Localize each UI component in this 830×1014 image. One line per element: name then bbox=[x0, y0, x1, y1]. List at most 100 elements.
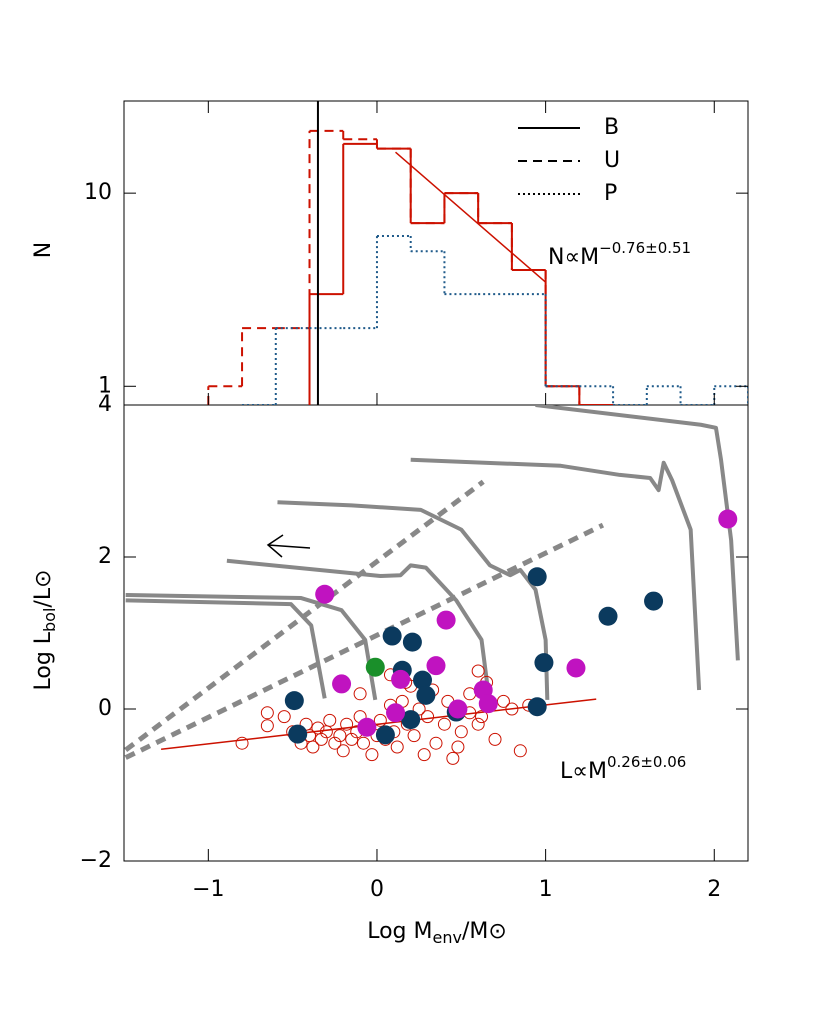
open-point bbox=[417, 748, 431, 762]
filled-point bbox=[284, 691, 304, 711]
open-point bbox=[235, 736, 249, 750]
label-part: bol bbox=[40, 608, 59, 632]
filled-point bbox=[386, 703, 406, 723]
open-point bbox=[306, 740, 320, 754]
filled-point bbox=[401, 710, 421, 730]
label-part: −0.76±0.51 bbox=[599, 239, 691, 257]
y-tick-label: 4 bbox=[98, 392, 112, 417]
filled-point bbox=[527, 697, 547, 717]
filled-point bbox=[416, 685, 436, 705]
open-point bbox=[437, 717, 451, 731]
x-tick-label: 0 bbox=[370, 877, 384, 902]
track bbox=[410, 457, 702, 691]
x-tick-label: 1 bbox=[539, 877, 553, 902]
x-tick-label: −1 bbox=[192, 877, 224, 902]
open-point bbox=[356, 736, 370, 750]
legend-label: B bbox=[604, 115, 619, 140]
bottom-plot bbox=[124, 405, 740, 765]
open-point bbox=[277, 710, 291, 724]
filled-point bbox=[357, 717, 377, 737]
open-point bbox=[451, 740, 465, 754]
y-tick-label: −2 bbox=[80, 848, 112, 873]
filled-point bbox=[598, 606, 618, 626]
track bbox=[226, 558, 492, 706]
track bbox=[125, 593, 378, 701]
open-point bbox=[260, 706, 274, 720]
open-point bbox=[373, 713, 387, 727]
open-point bbox=[505, 702, 519, 716]
open-point bbox=[365, 748, 379, 762]
filled-point bbox=[375, 725, 395, 745]
y-tick-label: 1 bbox=[98, 373, 112, 398]
filled-point bbox=[413, 670, 433, 690]
filled-point bbox=[288, 724, 308, 744]
y-axis-label: N bbox=[31, 242, 56, 258]
bottom-frame bbox=[123, 404, 749, 862]
label: L∝M0.26±0.06 bbox=[560, 753, 686, 785]
track bbox=[535, 405, 740, 661]
track bbox=[277, 500, 550, 700]
open-point bbox=[336, 744, 350, 758]
open-point bbox=[412, 702, 426, 716]
label-part: env bbox=[432, 928, 461, 947]
fit-line bbox=[395, 151, 547, 283]
filled-point bbox=[448, 699, 468, 719]
guide-line bbox=[124, 479, 485, 753]
filled-point bbox=[426, 656, 446, 676]
label-part: N∝M bbox=[548, 245, 599, 270]
open-point bbox=[471, 664, 485, 678]
filled-point bbox=[478, 694, 498, 714]
open-point bbox=[454, 725, 468, 739]
open-point bbox=[496, 694, 510, 708]
label-part: ⊙ bbox=[488, 919, 506, 944]
label-part: 0.26±0.06 bbox=[607, 753, 686, 771]
label-part: /M bbox=[462, 919, 488, 944]
filled-point bbox=[391, 669, 411, 689]
open-point bbox=[475, 710, 489, 724]
filled-point bbox=[534, 653, 554, 673]
top-plot bbox=[207, 129, 748, 405]
label-part: Log L bbox=[31, 631, 56, 690]
open-point bbox=[260, 719, 274, 733]
guide-line bbox=[124, 522, 605, 760]
legend-label: U bbox=[604, 148, 620, 173]
label-part: L∝M bbox=[560, 759, 607, 784]
filled-point bbox=[382, 626, 402, 646]
open-point bbox=[323, 713, 337, 727]
label-part: Log M bbox=[367, 919, 432, 944]
arrow bbox=[266, 534, 311, 558]
filled-point bbox=[365, 657, 385, 677]
y-tick-label: 2 bbox=[98, 544, 112, 569]
filled-point bbox=[315, 584, 335, 604]
filled-point bbox=[644, 591, 664, 611]
label-part: ⊙ bbox=[31, 569, 56, 587]
open-point bbox=[328, 736, 342, 750]
filled-point bbox=[332, 674, 352, 694]
open-point bbox=[513, 744, 527, 758]
filled-point bbox=[527, 567, 547, 587]
open-point bbox=[345, 732, 359, 746]
open-point bbox=[333, 729, 347, 743]
y-tick-label: 0 bbox=[98, 696, 112, 721]
track bbox=[125, 598, 327, 699]
filled-point bbox=[566, 658, 586, 678]
open-point bbox=[471, 717, 485, 731]
open-point bbox=[314, 732, 328, 746]
open-point bbox=[407, 729, 421, 743]
label: Log Menv/M⊙ bbox=[367, 919, 507, 947]
x-tick-label: 2 bbox=[707, 877, 721, 902]
open-point bbox=[340, 717, 354, 731]
open-point bbox=[429, 736, 443, 750]
open-point bbox=[421, 710, 435, 724]
open-point bbox=[446, 751, 460, 765]
label: N∝M−0.76±0.51 bbox=[548, 239, 691, 271]
filled-point bbox=[718, 509, 738, 529]
open-point bbox=[353, 687, 367, 701]
legend-label: P bbox=[604, 181, 617, 206]
y-tick-label: 10 bbox=[84, 180, 112, 205]
open-point bbox=[390, 740, 404, 754]
open-point bbox=[488, 732, 502, 746]
filled-point bbox=[402, 632, 422, 652]
filled-point bbox=[436, 610, 456, 630]
